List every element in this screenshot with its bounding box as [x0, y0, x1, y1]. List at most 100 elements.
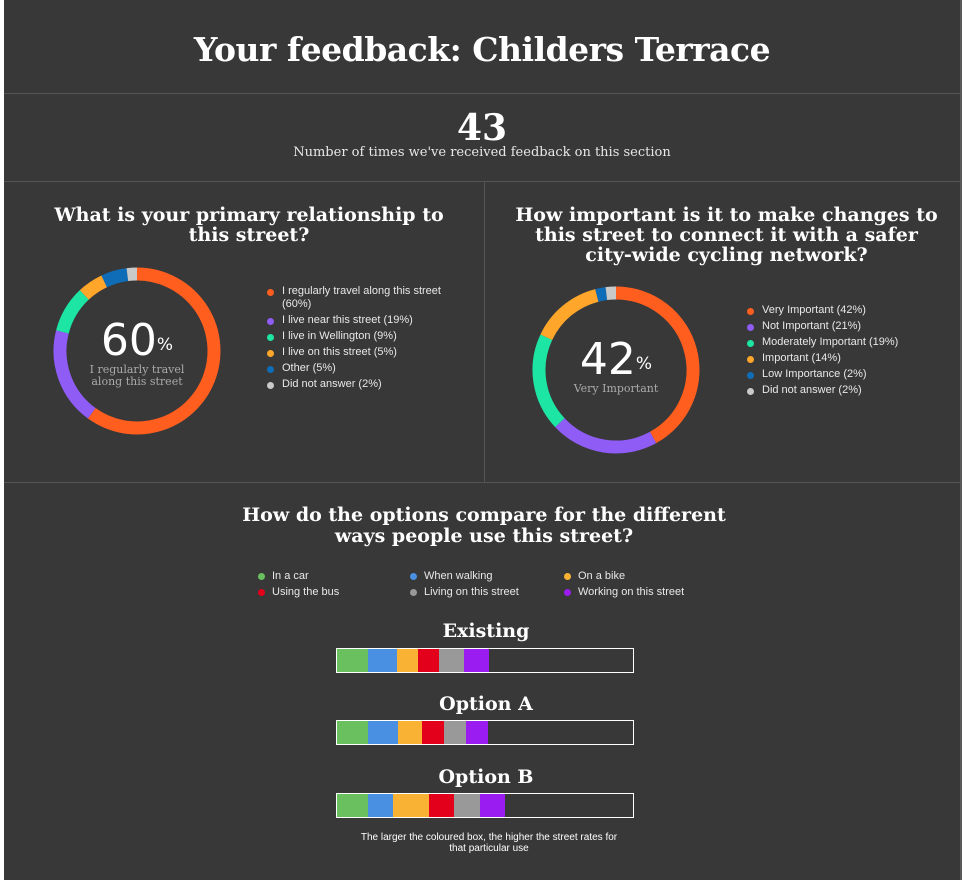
chart-footnote: The larger the coloured box, the higher …: [360, 832, 618, 854]
legend-item: Other (5%): [267, 362, 463, 375]
bar-segment: [479, 794, 505, 817]
legend-item: Living on this street: [410, 586, 519, 599]
legend-label: Important (14%): [762, 352, 841, 364]
legend-swatch: [564, 589, 571, 596]
legend-item: Did not answer (2%): [747, 384, 947, 397]
bar-segment: [463, 649, 489, 672]
legend-item: When walking: [410, 570, 492, 583]
legend-label: Other (5%): [282, 362, 336, 374]
donut-slice: [53, 330, 96, 419]
legend-label: On a bike: [578, 570, 626, 582]
legend-item: Using the bus: [258, 586, 339, 599]
legend-label: I live near this street (19%): [282, 314, 413, 326]
legend-item: I live on this street (5%): [267, 346, 463, 359]
legend-swatch: [267, 382, 274, 389]
donut-center: 60% I regularly travel along this street: [74, 318, 200, 388]
bar-segment: [368, 794, 393, 817]
donut-center: 42% Very Important: [553, 337, 679, 395]
bar-segment: [337, 794, 369, 817]
legend-item: Important (14%): [747, 352, 947, 365]
bar-segment: [368, 721, 398, 744]
legend-item: I live in Wellington (9%): [267, 330, 463, 343]
legend-label: In a car: [272, 570, 309, 582]
legend-swatch: [267, 350, 274, 357]
legend-item: Very Important (42%): [747, 304, 947, 317]
divider: [4, 93, 960, 94]
legend-swatch: [747, 340, 754, 347]
donut-slice: [87, 267, 221, 435]
bar-segment: [418, 649, 440, 672]
bar-segment: [368, 649, 398, 672]
donut-slice: [56, 290, 89, 334]
legend-item: Did not answer (2%): [267, 378, 463, 391]
legend-swatch: [410, 573, 417, 580]
bar-segment: [397, 721, 422, 744]
relationship-donut-chart: [53, 267, 221, 435]
bar-segment: [443, 721, 466, 744]
donut-slice: [101, 268, 129, 288]
feedback-count-label: Number of times we've received feedback …: [293, 145, 671, 160]
legend-label: Not Important (21%): [762, 320, 862, 332]
bar-segment: [439, 649, 464, 672]
legend-item: Moderately Important (19%): [747, 336, 947, 349]
bar-segment: [337, 649, 369, 672]
legend-label: I regularly travel along this street (60…: [282, 285, 441, 310]
page-title: Your feedback: Childers Terrace: [193, 30, 771, 69]
option-label: Existing: [442, 620, 530, 642]
donut-center-value: 42%: [579, 334, 653, 385]
legend-swatch: [747, 308, 754, 315]
option-label: Option B: [438, 766, 534, 788]
legend-swatch: [747, 356, 754, 363]
legend-swatch: [747, 372, 754, 379]
legend-item: Low Importance (2%): [747, 368, 947, 381]
legend-swatch: [258, 573, 265, 580]
chart-legend: I regularly travel along this street (60…: [267, 285, 463, 394]
donut-center-label: Very Important: [573, 382, 659, 395]
chart-title: What is your primary relationship to thi…: [54, 204, 444, 246]
divider: [4, 482, 960, 483]
bar-segment: [392, 794, 430, 817]
legend-swatch: [267, 318, 274, 325]
chart-title: How important is it to make changes to t…: [515, 204, 938, 266]
legend-swatch: [747, 388, 754, 395]
legend-swatch: [564, 573, 571, 580]
option-label: Option A: [439, 693, 533, 715]
stacked-bar-option-a: [336, 720, 634, 745]
legend-label: Did not answer (2%): [762, 384, 862, 396]
bar-segment: [429, 794, 454, 817]
legend-label: Using the bus: [272, 586, 340, 598]
legend-swatch: [267, 289, 274, 296]
chart-title: How do the options compare for the diffe…: [242, 504, 726, 547]
legend-item: In a car: [258, 570, 309, 583]
donut-slice: [595, 287, 608, 302]
chart-legend: Very Important (42%) Not Important (21%) M…: [747, 304, 947, 400]
divider: [484, 182, 485, 482]
divider: [4, 181, 960, 182]
donut-slice: [555, 418, 657, 454]
legend-label: Working on this street: [578, 586, 685, 598]
stacked-bar-option-b: [336, 793, 634, 818]
donut-slice: [540, 289, 599, 341]
donut-center-label: I regularly travel along this street: [89, 363, 185, 388]
legend-label: Very Important (42%): [762, 304, 866, 316]
bar-segment: [421, 721, 444, 744]
legend-label: Moderately Important (19%): [762, 336, 899, 348]
donut-slice: [532, 334, 565, 428]
bar-segment: [397, 649, 419, 672]
legend-swatch: [267, 334, 274, 341]
legend-label: Did not answer (2%): [282, 378, 382, 390]
donut-center-value: 60%: [100, 315, 174, 366]
legend-swatch: [747, 324, 754, 331]
importance-donut-chart: [532, 286, 700, 454]
legend-item: Not Important (21%): [747, 320, 947, 333]
legend-label: I live on this street (5%): [282, 346, 397, 358]
legend-item: Working on this street: [564, 586, 684, 599]
donut-slice: [126, 267, 138, 282]
bar-segment: [337, 721, 369, 744]
legend-label: I live in Wellington (9%): [282, 330, 397, 342]
feedback-panel: Your feedback: Childers Terrace 43 Numbe…: [4, 0, 962, 880]
donut-slice: [615, 286, 700, 444]
legend-item: I regularly travel along this street (60…: [267, 285, 463, 311]
donut-slice: [79, 275, 108, 300]
legend-label: Low Importance (2%): [762, 368, 867, 380]
